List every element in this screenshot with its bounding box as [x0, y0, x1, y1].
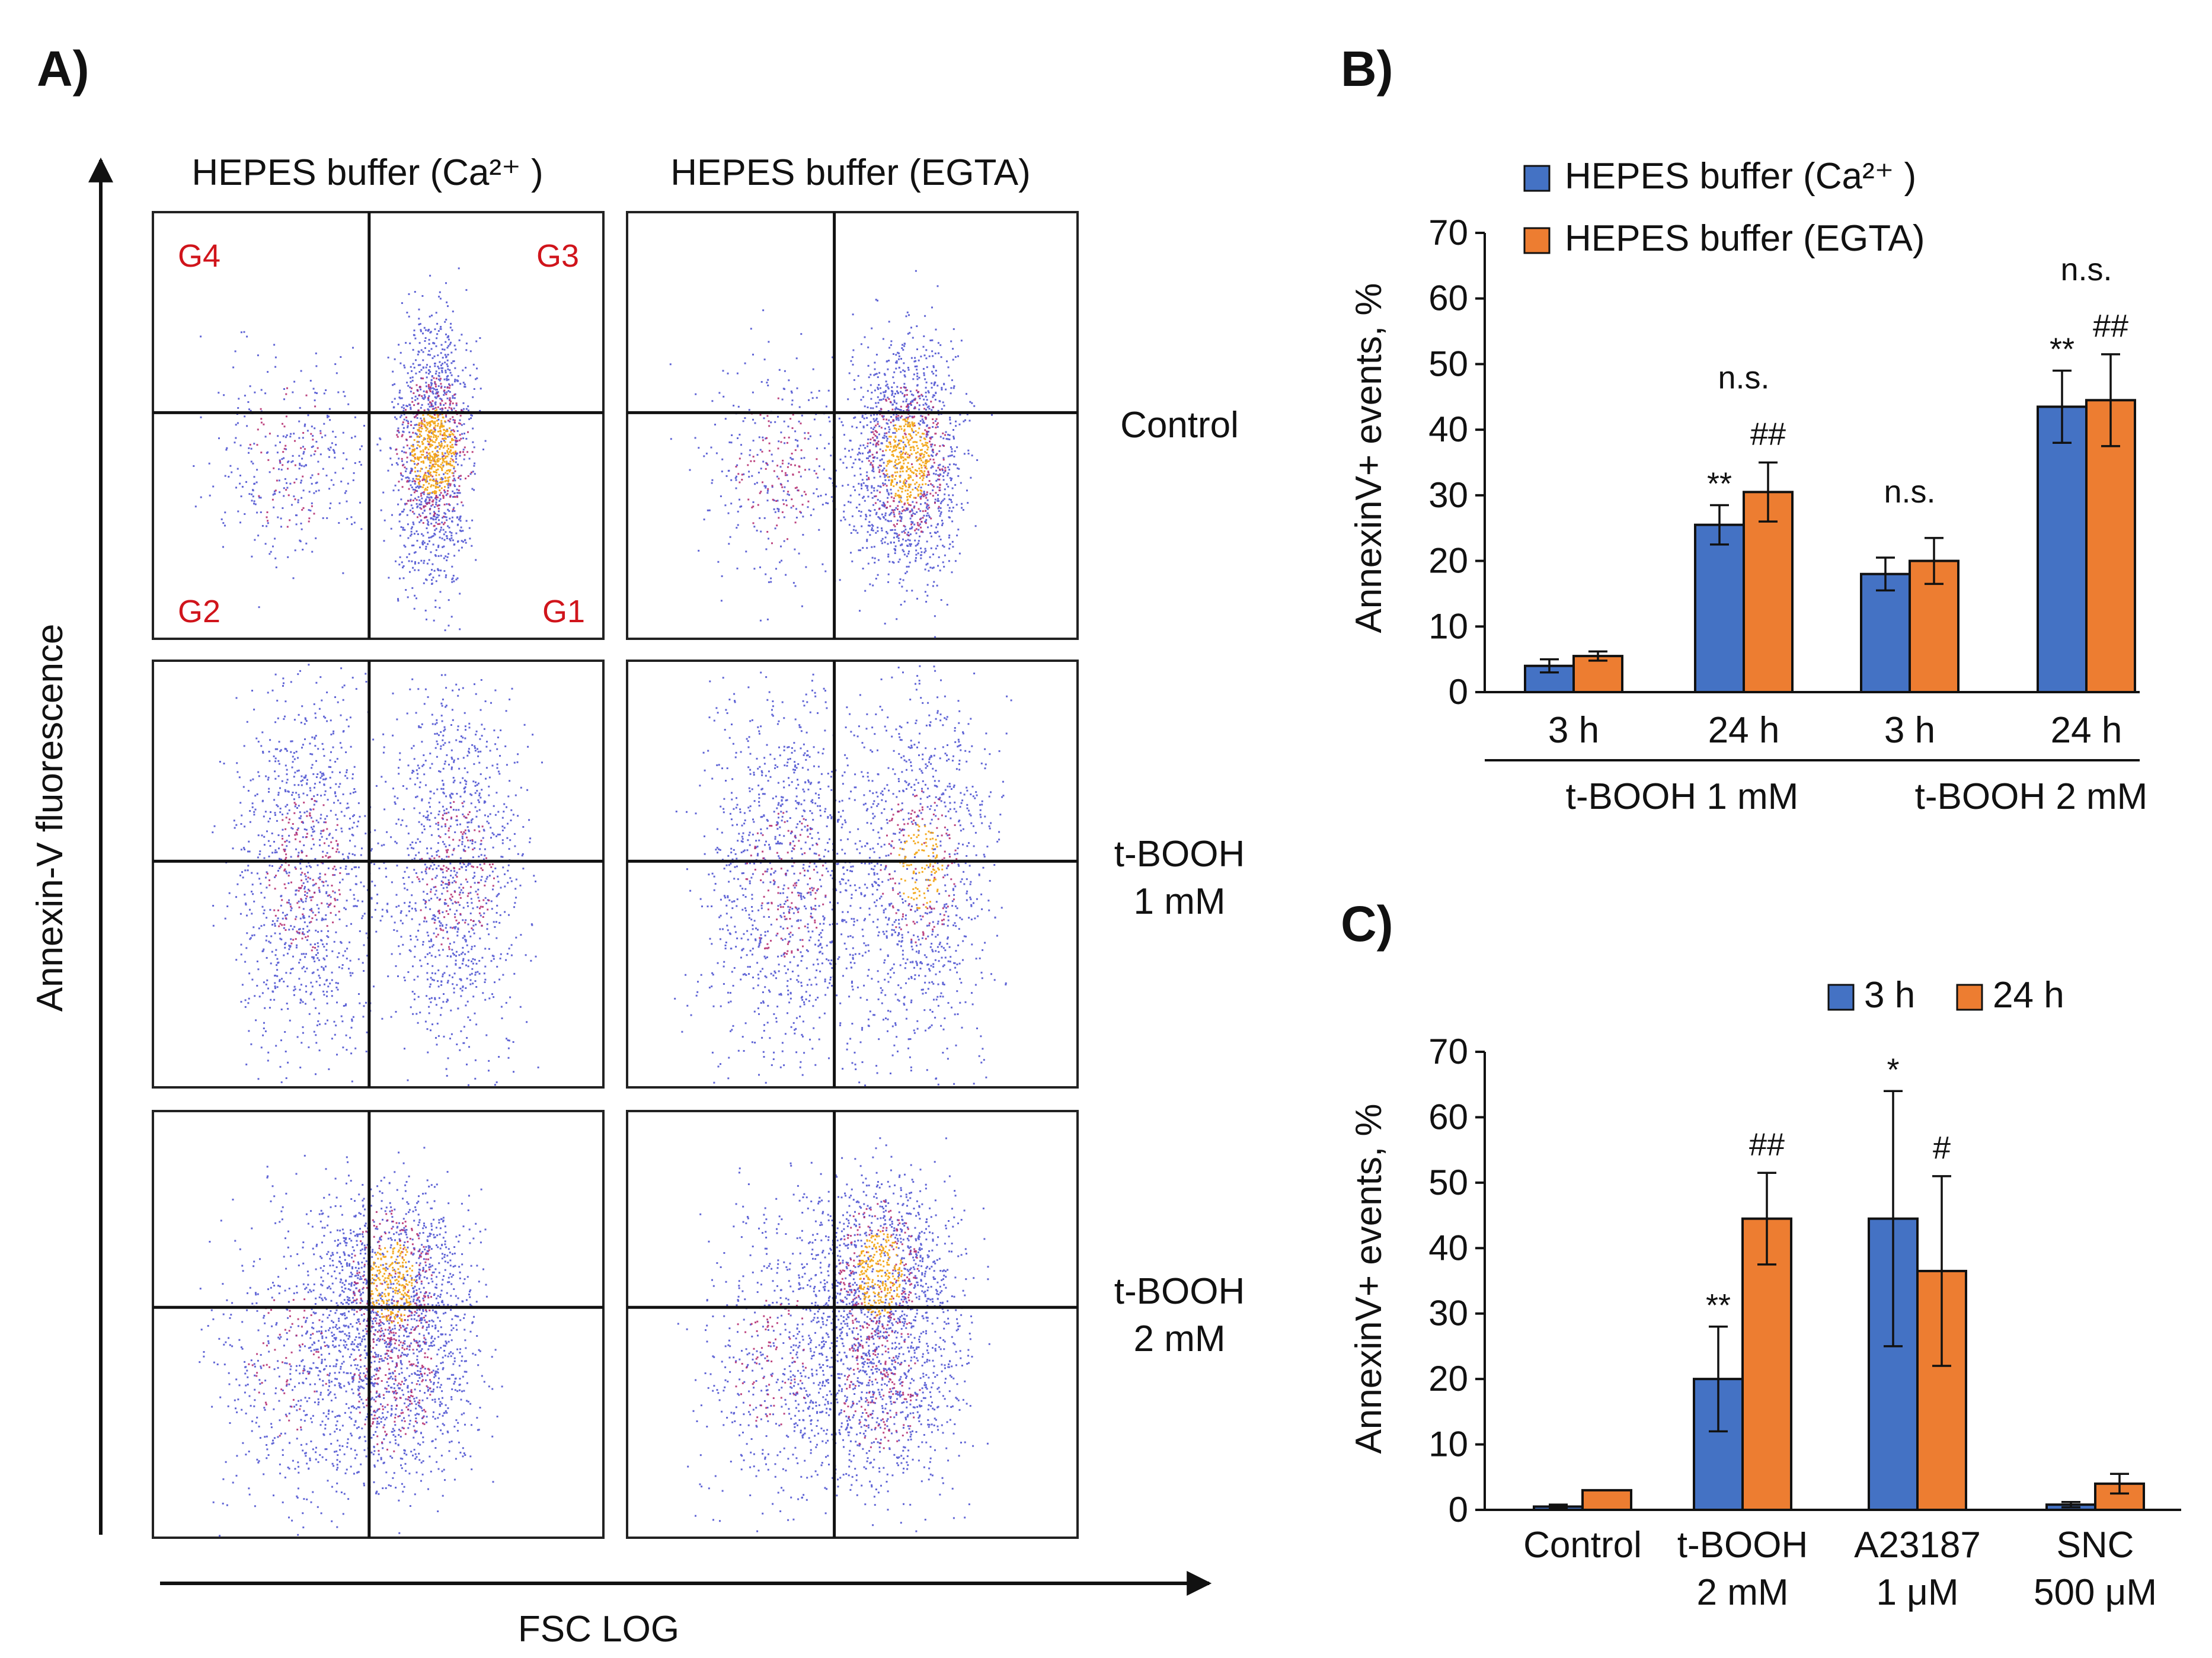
legend-swatch-3h — [1827, 984, 1855, 1011]
panel-c-label: C) — [1341, 896, 1393, 952]
dot-plot-frame — [152, 1110, 605, 1539]
significance-marker: ** — [1707, 466, 1732, 501]
legend-swatch-egta — [1523, 227, 1551, 254]
gate-label-g4: G4 — [178, 238, 220, 274]
bar — [1741, 1217, 1792, 1511]
dot-plot-frame — [626, 211, 1079, 640]
y-tick-label: 10 — [1428, 1425, 1468, 1464]
category-label: 500 μM — [2034, 1572, 2157, 1613]
dot-plot-events-medium — [735, 386, 947, 545]
y-tick-label: 40 — [1428, 409, 1468, 449]
dot-plot-frame — [626, 660, 1079, 1089]
category-label: 24 h — [2051, 710, 2123, 751]
dot-plot-events-dense — [410, 409, 457, 495]
significance-marker-ns: n.s. — [1718, 360, 1769, 396]
dot-plot-events-dense — [857, 1230, 903, 1317]
category-label: A23187 — [1854, 1525, 1981, 1566]
gate-label-g3: G3 — [536, 238, 579, 274]
legend-swatch-ca — [1523, 165, 1551, 192]
bar — [1581, 1489, 1632, 1511]
y-tick-label: 70 — [1428, 213, 1468, 252]
bar — [2037, 405, 2088, 694]
category-label: 3 h — [1884, 710, 1935, 751]
column-header-egta: HEPES buffer (EGTA) — [670, 152, 1031, 193]
category-label: SNC — [2057, 1525, 2134, 1566]
legend-label-3h: 3 h — [1864, 975, 1915, 1016]
dot-plot-grid — [152, 211, 1079, 1539]
y-tick-label: 50 — [1428, 344, 1468, 383]
dot-plot-events — [193, 267, 487, 632]
column-header-ca: HEPES buffer (Ca²⁺ ) — [191, 152, 543, 193]
bar — [1743, 491, 1794, 693]
significance-marker: ## — [1750, 417, 1786, 452]
y-tick-label: 60 — [1428, 1097, 1468, 1137]
category-label: 3 h — [1548, 710, 1599, 751]
category-label: 2 mM — [1697, 1572, 1789, 1613]
significance-marker-ns: n.s. — [1884, 474, 1935, 510]
gate-label-g1: G1 — [542, 594, 585, 629]
x-axis-label: FSC LOG — [518, 1609, 679, 1650]
y-tick-label: 30 — [1428, 475, 1468, 515]
panel-a: A) HEPES buffer (Ca²⁺ ) HEPES buffer (EG… — [30, 41, 1245, 1650]
category-label: Control — [1523, 1525, 1642, 1566]
row-label-tbooh1-dose: 1 mM — [1134, 881, 1226, 922]
legend-label-ca: HEPES buffer (Ca²⁺ ) — [1565, 156, 1916, 197]
y-tick-label: 70 — [1428, 1032, 1468, 1071]
panel-b: B) HEPES buffer (Ca²⁺ ) HEPES buffer (EG… — [1341, 41, 2147, 817]
panel-b-label: B) — [1341, 41, 1393, 97]
row-label-control: Control — [1120, 405, 1239, 446]
y-axis-label: Annexin-V fluorescence — [30, 624, 71, 1012]
dot-plot-frame — [152, 660, 605, 1089]
legend-swatch-24h — [1956, 984, 1983, 1011]
row-label-tbooh2-dose: 2 mM — [1134, 1318, 1226, 1359]
category-label: t-BOOH — [1677, 1525, 1808, 1566]
y-tick-label: 30 — [1428, 1294, 1468, 1333]
significance-marker: # — [1933, 1130, 1951, 1166]
gate-label-g2: G2 — [178, 594, 220, 629]
y-tick-label: 10 — [1428, 606, 1468, 646]
panel-c-y-axis-label: AnnexinV+ events, % — [1348, 1103, 1389, 1454]
legend-label-24h: 24 h — [1993, 975, 2064, 1016]
dot-plot-frame — [152, 211, 605, 640]
row-label-tbooh1: t-BOOH — [1114, 834, 1245, 875]
significance-marker-ns: n.s. — [2060, 252, 2112, 287]
panel-b-y-axis-label: AnnexinV+ events, % — [1348, 283, 1389, 633]
y-tick-label: 20 — [1428, 1359, 1468, 1398]
bar — [2085, 399, 2136, 693]
dot-plot-events — [674, 665, 1012, 1087]
y-tick-label: 40 — [1428, 1228, 1468, 1267]
significance-marker: ## — [1749, 1126, 1785, 1162]
significance-marker: ** — [2050, 332, 2074, 367]
panel-b-group-label-1: t-BOOH 1 mM — [1566, 776, 1799, 817]
bar — [1860, 572, 1911, 694]
y-tick-label: 0 — [1449, 1490, 1468, 1529]
legend-label-egta: HEPES buffer (EGTA) — [1565, 218, 1925, 259]
panel-b-group-label-2: t-BOOH 2 mM — [1915, 776, 2148, 817]
dot-plot-events-dense — [885, 418, 931, 504]
significance-marker: ## — [2093, 308, 2128, 344]
panel-b-chart: 0 10 20 30 40 50 60 70 ** ** ## ## n.s. n.s. n.s. 3 h 24… — [1428, 213, 2140, 761]
y-tick-label: 60 — [1428, 279, 1468, 318]
dot-plot-events-medium — [249, 377, 474, 528]
y-tick-label: 20 — [1428, 541, 1468, 581]
dot-plot-frame — [626, 1110, 1079, 1539]
bar — [1694, 523, 1745, 694]
significance-marker: * — [1887, 1052, 1899, 1087]
y-tick-label: 0 — [1449, 672, 1468, 712]
y-tick-label: 50 — [1428, 1163, 1468, 1202]
panel-a-label: A) — [37, 41, 89, 97]
category-label: 1 μM — [1876, 1572, 1958, 1613]
category-label: 24 h — [1708, 710, 1780, 751]
panel-c: C) 3 h 24 h AnnexinV+ events, % 0 10 20 30 4… — [1341, 896, 2181, 1613]
row-label-tbooh2: t-BOOH — [1114, 1271, 1245, 1312]
significance-marker: ** — [1706, 1288, 1731, 1323]
